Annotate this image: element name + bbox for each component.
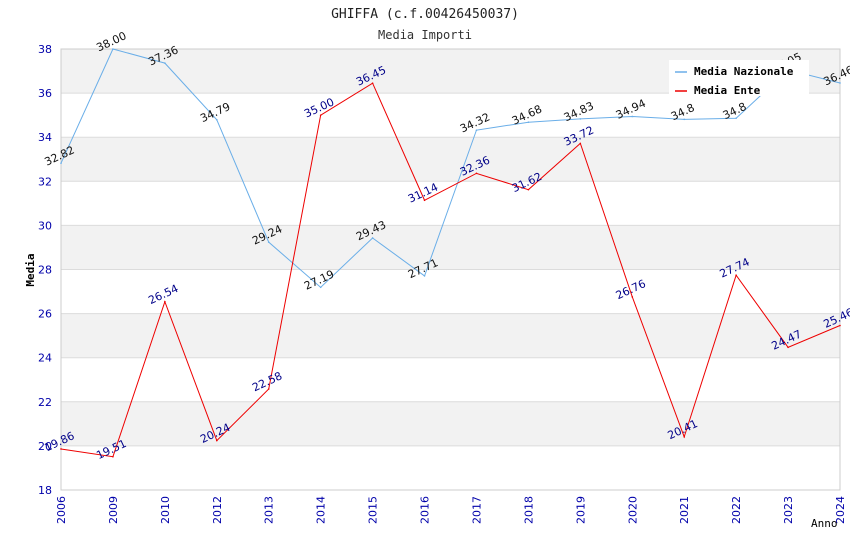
data-point-ente [579, 142, 582, 145]
y-tick-label: 30 [38, 219, 52, 232]
chart-title: GHIFFA (c.f.00426450037) [331, 7, 519, 22]
data-point-ente [267, 388, 270, 390]
legend-box [669, 60, 809, 96]
data-point-nazionale [475, 129, 478, 131]
data-point-nazionale [60, 162, 62, 165]
data-point-ente [216, 439, 218, 442]
chart-legend: Media Nazionale Media Ente [669, 60, 809, 97]
data-point-nazionale [423, 275, 426, 277]
data-point-ente [423, 199, 426, 202]
grid-lines [60, 48, 841, 491]
data-point-ente [60, 448, 62, 450]
y-tick-label: 24 [38, 352, 52, 365]
x-tick-label: 2014 [315, 496, 328, 524]
x-tick-label: 2023 [782, 496, 795, 524]
grid-band [61, 269, 840, 314]
data-point-nazionale [579, 118, 582, 120]
data-point-nazionale [527, 121, 530, 124]
data-point-ente [475, 172, 478, 175]
grid-band [61, 93, 840, 138]
series-line-media-nazionale [60, 48, 841, 289]
y-tick-label: 28 [38, 264, 52, 277]
data-point-ente [527, 188, 530, 191]
data-point-nazionale [735, 117, 737, 120]
data-point-nazionale [164, 62, 166, 64]
data-point-ente [319, 114, 322, 116]
data-point-ente [631, 296, 634, 298]
x-tick-label: 2020 [626, 496, 639, 524]
y-tick-label: 18 [38, 484, 52, 497]
x-tick-label: 2015 [367, 496, 380, 524]
y-axis-label: Media [24, 253, 37, 286]
data-point-nazionale [631, 115, 634, 118]
series-line-media-ente [60, 82, 841, 458]
grid-band [61, 137, 840, 182]
x-tick-label: 2021 [678, 496, 691, 524]
grid-band [61, 313, 840, 358]
y-tick-label: 20 [38, 440, 52, 453]
data-point-nazionale [216, 118, 218, 121]
y-tick-label: 32 [38, 175, 52, 188]
data-point-ente [112, 455, 114, 458]
legend-label-ente: Media Ente [694, 84, 761, 97]
series-lines [60, 48, 841, 458]
y-tick-label: 38 [38, 43, 52, 56]
plot-frame [60, 48, 841, 491]
data-point-ente [787, 346, 789, 349]
y-tick-label: 22 [38, 396, 52, 409]
x-tick-label: 2009 [107, 496, 120, 524]
x-tick-label: 2006 [55, 496, 68, 524]
x-axis-ticks: 2006 2009 2010 2012 2013 2014 2015 2016 2017 2018… [55, 496, 847, 524]
y-axis-ticks: 18 20 22 24 26 28 30 32 34 36 38 [38, 43, 52, 497]
x-tick-label: 2024 [834, 496, 847, 524]
data-point-ente [371, 82, 374, 84]
data-point-ente [839, 324, 841, 327]
data-point-ente [735, 274, 737, 277]
data-point-nazionale [267, 241, 270, 243]
grid-band [61, 445, 840, 490]
chart-subtitle: Media Importi [378, 28, 472, 42]
x-tick-label: 2019 [574, 496, 587, 524]
x-tick-label: 2010 [159, 496, 172, 524]
x-tick-label: 2022 [730, 496, 743, 524]
legend-label-naz: Media Nazionale [694, 65, 794, 78]
y-tick-label: 26 [38, 308, 52, 321]
data-point-nazionale [683, 118, 685, 121]
data-point-ente [164, 300, 166, 303]
grid-bands [61, 49, 840, 490]
x-tick-label: 2018 [522, 496, 535, 524]
grid-band [61, 225, 840, 270]
x-tick-label: 2017 [470, 496, 483, 524]
y-tick-label: 36 [38, 87, 52, 100]
data-point-nazionale [112, 48, 114, 50]
data-point-nazionale [319, 286, 322, 289]
grid-band [61, 357, 840, 402]
x-tick-label: 2016 [419, 496, 432, 524]
data-point-nazionale [839, 82, 841, 84]
grid-band [61, 401, 840, 446]
x-tick-label: 2013 [263, 496, 276, 524]
x-axis-label: Anno [811, 517, 838, 530]
data-point-nazionale [371, 237, 374, 239]
y-tick-label: 34 [38, 131, 52, 144]
x-tick-label: 2012 [211, 496, 224, 524]
data-point-ente [683, 436, 685, 438]
